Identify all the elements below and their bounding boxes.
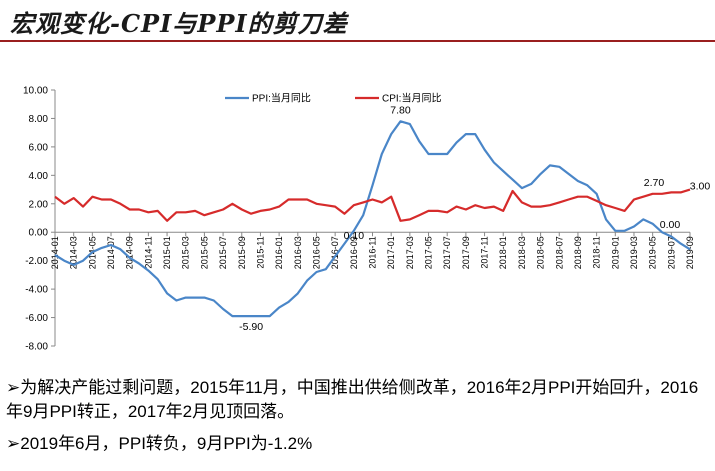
x-tick-label: 2015-07 (218, 236, 228, 269)
y-tick-label: 10.00 (23, 86, 48, 97)
data-label: 7.80 (390, 104, 411, 116)
y-tick-label: 4.00 (29, 171, 49, 182)
legend-label: CPI:当月同比 (382, 92, 441, 105)
y-tick-label: -8.00 (25, 342, 48, 353)
x-tick-label: 2016-05 (311, 236, 321, 269)
x-tick-label: 2019-01 (610, 236, 620, 269)
x-tick-label: 2014-03 (69, 236, 79, 269)
x-tick-label: 2019-03 (629, 236, 639, 269)
y-tick-label: -2.00 (25, 256, 48, 267)
x-tick-label: 2018-09 (573, 236, 583, 269)
data-label: 0.00 (660, 219, 681, 231)
x-tick-label: 2016-07 (330, 236, 340, 269)
x-tick-label: 2017-03 (405, 236, 415, 269)
x-tick-label: 2015-05 (199, 236, 209, 269)
y-tick-label: 8.00 (29, 114, 49, 125)
x-tick-label: 2016-11 (368, 236, 378, 268)
chart-area: 10.00 8.00 6.00 4.00 2.00 0.00 -2.00 -4.00 -6.00… (0, 78, 715, 358)
data-label: 2.70 (644, 177, 665, 189)
x-tick-label: 2015-03 (181, 236, 191, 269)
x-tick-label: 2017-05 (424, 236, 434, 269)
x-tick-label: 2014-01 (50, 236, 60, 269)
series-line-cpi (54, 188, 691, 222)
title-rule (0, 40, 715, 42)
x-tick-label: 2019-09 (685, 236, 695, 269)
x-tick-label: 2018-01 (498, 236, 508, 269)
y-tick-label: 6.00 (29, 142, 49, 153)
x-tick-label: 2018-11 (592, 236, 602, 268)
ppi-cpi-line-chart: 10.00 8.00 6.00 4.00 2.00 0.00 -2.00 -4.00 -6.00… (23, 86, 711, 353)
page-title: 宏观变化-CPI与PPI的剪刀差 (10, 9, 348, 38)
y-tick-label: 0.00 (29, 228, 49, 239)
x-tick-label: 2017-01 (386, 236, 396, 269)
x-tick-label: 2017-07 (442, 236, 452, 269)
x-tick-label: 2019-05 (648, 236, 658, 269)
x-tick-label: 2016-09 (349, 236, 359, 269)
note-supply-side-reform: ➢为解决产能过剩问题，2015年11月，中国推出供给侧改革，2016年2月PPI… (6, 378, 699, 421)
x-tick-label: 2018-03 (517, 236, 527, 269)
x-tick-label: 2017-11 (480, 236, 490, 268)
x-tick-label: 2015-01 (162, 236, 172, 269)
x-tick-label: 2014-07 (106, 236, 116, 269)
x-tick-label: 2017-09 (461, 236, 471, 269)
data-label: -5.90 (239, 321, 263, 333)
y-tick-label: -4.00 (25, 285, 48, 296)
x-tick-label: 2016-01 (274, 236, 284, 269)
series-line-ppi (54, 120, 691, 318)
x-tick-label: 2014-09 (125, 236, 135, 269)
x-tick-label: 2018-07 (554, 236, 564, 269)
y-tick-label: 2.00 (29, 199, 49, 210)
y-tick-label: -6.00 (25, 313, 48, 324)
note-ppi-negative: ➢2019年6月，PPI转负，9月PPI为-1.2% (6, 434, 313, 453)
x-tick-label: 2014-11 (143, 236, 153, 268)
legend-label: PPI:当月同比 (252, 92, 311, 105)
data-label: 0.10 (344, 230, 365, 242)
x-tick-label: 2015-09 (237, 236, 247, 269)
x-tick-label: 2019-07 (666, 236, 676, 269)
x-tick-label: 2018-05 (536, 236, 546, 269)
data-label: 3.00 (690, 181, 711, 193)
x-tick-label: 2016-03 (293, 236, 303, 269)
x-tick-label: 2015-11 (255, 236, 265, 268)
